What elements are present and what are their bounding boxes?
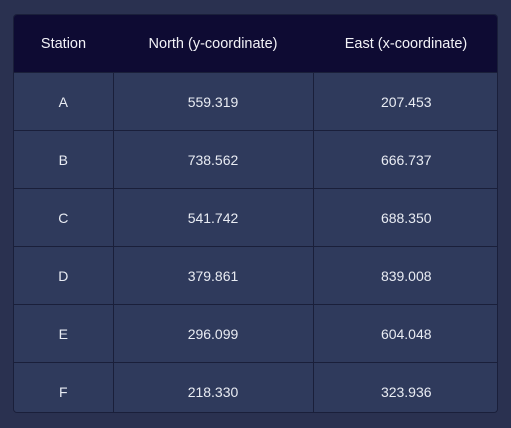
north-cell: 738.562 [113,130,314,189]
north-cell: 559.319 [113,72,314,131]
station-cell: B [14,130,114,189]
table-row: F 218.330 323.936 [14,362,497,412]
coordinates-table-container: Station North (y-coordinate) East (x-coo… [13,14,498,413]
east-cell: 207.453 [313,72,497,131]
header-station: Station [14,15,113,73]
station-cell: C [14,188,114,247]
east-cell: 323.936 [313,362,497,412]
north-cell: 541.742 [113,188,314,247]
coordinates-table: Station North (y-coordinate) East (x-coo… [14,15,497,412]
table-row: E 296.099 604.048 [14,304,497,363]
table-row: D 379.861 839.008 [14,246,497,305]
table-row: C 541.742 688.350 [14,188,497,247]
north-cell: 379.861 [113,246,314,305]
east-cell: 688.350 [313,188,497,247]
table-body: A 559.319 207.453 B 738.562 666.737 C 54… [14,72,497,412]
north-cell: 218.330 [113,362,314,412]
table-header: Station North (y-coordinate) East (x-coo… [14,15,497,73]
table-row: A 559.319 207.453 [14,72,497,131]
header-row: Station North (y-coordinate) East (x-coo… [14,15,497,73]
header-north: North (y-coordinate) [113,15,313,73]
station-cell: A [14,72,114,131]
table-row: B 738.562 666.737 [14,130,497,189]
east-cell: 666.737 [313,130,497,189]
header-east: East (x-coordinate) [313,15,497,73]
east-cell: 839.008 [313,246,497,305]
station-cell: F [14,362,114,412]
east-cell: 604.048 [313,304,497,363]
station-cell: E [14,304,114,363]
station-cell: D [14,246,114,305]
north-cell: 296.099 [113,304,314,363]
